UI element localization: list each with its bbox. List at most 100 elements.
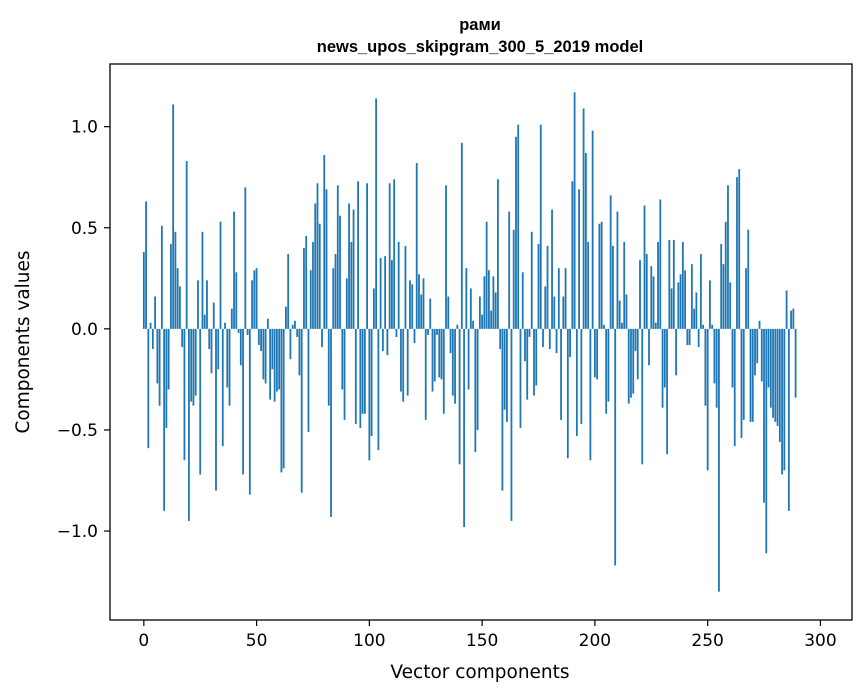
bar bbox=[603, 324, 605, 329]
bar bbox=[463, 328, 465, 527]
bar bbox=[294, 320, 296, 329]
bar bbox=[300, 328, 303, 493]
bar bbox=[609, 195, 612, 329]
bar bbox=[361, 328, 364, 414]
bar bbox=[767, 328, 770, 388]
bar bbox=[431, 328, 434, 392]
bar bbox=[503, 328, 506, 410]
bar bbox=[314, 203, 317, 329]
y-tick-label: 0.0 bbox=[71, 320, 98, 340]
bar bbox=[381, 328, 384, 352]
bar bbox=[623, 241, 626, 329]
bar bbox=[154, 296, 156, 329]
bar bbox=[156, 328, 159, 384]
bar bbox=[517, 124, 520, 329]
bar bbox=[334, 254, 337, 329]
bar bbox=[440, 328, 443, 380]
bar bbox=[395, 328, 398, 337]
bar bbox=[672, 239, 675, 329]
bar bbox=[573, 92, 576, 329]
bar bbox=[289, 328, 292, 360]
bar bbox=[212, 302, 215, 329]
bar bbox=[481, 314, 484, 329]
bar bbox=[621, 322, 623, 329]
bar bbox=[776, 328, 779, 426]
bar bbox=[406, 328, 409, 396]
bar bbox=[327, 328, 330, 406]
bar bbox=[557, 268, 560, 329]
bar bbox=[415, 163, 418, 329]
bar bbox=[627, 328, 630, 404]
bar bbox=[242, 328, 244, 475]
bar bbox=[790, 310, 792, 329]
bar bbox=[442, 328, 445, 414]
bar bbox=[269, 328, 272, 400]
bar bbox=[663, 328, 666, 388]
bar bbox=[210, 328, 213, 374]
bar bbox=[539, 124, 542, 329]
bar bbox=[742, 328, 745, 420]
bar bbox=[467, 328, 470, 390]
bar bbox=[296, 328, 299, 337]
bar bbox=[614, 328, 617, 566]
bar bbox=[553, 296, 556, 329]
bar bbox=[248, 328, 251, 495]
y-tick-label: 1.0 bbox=[71, 118, 98, 138]
bar bbox=[165, 328, 168, 428]
bar bbox=[429, 298, 432, 329]
bar bbox=[449, 328, 452, 354]
bar bbox=[323, 154, 326, 329]
bar bbox=[578, 189, 580, 329]
bar bbox=[332, 268, 335, 329]
y-tick-label: −1.0 bbox=[57, 522, 98, 542]
bar bbox=[291, 324, 294, 329]
bar bbox=[160, 225, 163, 329]
bar bbox=[731, 328, 734, 388]
bar bbox=[388, 183, 391, 329]
bar bbox=[474, 328, 477, 453]
bar bbox=[747, 229, 750, 329]
bar bbox=[686, 328, 689, 346]
bar bbox=[582, 108, 585, 329]
bar bbox=[697, 328, 700, 348]
bar bbox=[149, 322, 152, 329]
bar bbox=[221, 328, 224, 447]
bar bbox=[693, 308, 696, 329]
bar bbox=[763, 328, 765, 503]
bar bbox=[219, 221, 222, 329]
bar bbox=[201, 231, 204, 329]
bar bbox=[535, 328, 538, 386]
bar bbox=[709, 280, 711, 329]
bar bbox=[569, 328, 571, 358]
y-tick-label: 0.5 bbox=[71, 219, 98, 239]
chart-title-line-1: рами bbox=[459, 16, 501, 34]
bar bbox=[661, 328, 664, 408]
bar bbox=[634, 328, 637, 352]
bar bbox=[515, 136, 517, 329]
bar bbox=[666, 328, 668, 455]
bar bbox=[472, 320, 474, 329]
bar bbox=[163, 328, 166, 511]
bar bbox=[508, 211, 511, 329]
bar bbox=[206, 280, 208, 329]
bar bbox=[794, 328, 797, 398]
bar bbox=[765, 328, 768, 554]
x-tick-label: 0 bbox=[138, 631, 149, 651]
bar bbox=[494, 292, 497, 329]
bar bbox=[645, 254, 648, 329]
bar bbox=[485, 221, 488, 329]
bar bbox=[233, 211, 235, 329]
bar bbox=[670, 288, 673, 329]
bar bbox=[172, 104, 175, 329]
bar bbox=[350, 241, 353, 329]
bar bbox=[418, 274, 420, 329]
bar bbox=[681, 241, 684, 329]
bar bbox=[228, 328, 231, 406]
bar bbox=[379, 258, 382, 329]
bar bbox=[575, 328, 578, 437]
bar bbox=[208, 328, 211, 350]
bar bbox=[447, 296, 450, 329]
bar bbox=[230, 308, 233, 329]
bar bbox=[257, 328, 260, 346]
bar bbox=[409, 280, 411, 329]
